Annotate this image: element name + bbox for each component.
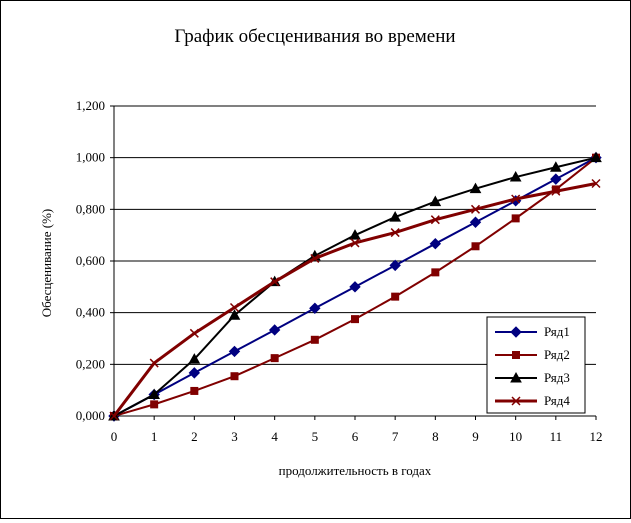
legend-marker-4 — [511, 396, 521, 406]
data-point-s3-11 — [549, 161, 562, 172]
data-point-s1-11 — [550, 173, 562, 185]
y-tick-label-3: 0,600 — [76, 253, 105, 268]
data-point-s3-12 — [590, 151, 602, 163]
data-point-s3-3 — [228, 309, 241, 320]
x-tick-label-11: 11 — [550, 429, 563, 444]
x-tick-label-2: 2 — [191, 429, 198, 444]
data-point-s3-7 — [389, 211, 402, 222]
y-tick-label-6: 1,200 — [76, 98, 105, 113]
x-tick-label-1: 1 — [151, 429, 158, 444]
x-tick-label-10: 10 — [509, 429, 522, 444]
legend-item-1: Ряд1 — [495, 324, 570, 339]
series-1 — [108, 151, 602, 422]
y-axis-title: Обесценивание (%) — [39, 209, 54, 318]
data-series — [108, 151, 602, 422]
data-point-s1-7 — [389, 259, 401, 272]
x-tick-label-8: 8 — [432, 429, 439, 444]
data-point-s2-10 — [511, 214, 520, 223]
y-tick-label-4: 0,800 — [76, 201, 105, 216]
y-tick-label-2: 0,400 — [76, 305, 105, 320]
data-point-s4-3 — [229, 302, 240, 313]
data-point-s2-4 — [270, 354, 279, 363]
data-point-s2-5 — [310, 335, 319, 344]
data-point-s4-1 — [149, 358, 159, 368]
data-point-s4-2 — [189, 328, 199, 338]
data-point-s2-3 — [230, 372, 239, 381]
x-tick-label-5: 5 — [312, 429, 319, 444]
data-point-s2-2 — [190, 386, 199, 395]
data-point-s3-6 — [349, 229, 361, 240]
data-point-s1-6 — [349, 281, 361, 293]
legend-marker-1 — [510, 326, 522, 338]
legend-marker-2 — [512, 351, 520, 359]
chart-title: График обесценивания во времени — [174, 26, 455, 47]
data-point-s1-9 — [469, 216, 482, 228]
series-3 — [108, 151, 602, 421]
data-point-s1-3 — [228, 345, 241, 358]
legend-label-1: Ряд1 — [544, 324, 570, 339]
data-point-s2-6 — [351, 315, 359, 324]
legend-label-2: Ряд2 — [544, 347, 570, 362]
data-point-s4-8 — [430, 215, 440, 225]
data-point-s4-4 — [270, 277, 280, 287]
data-point-s1-2 — [188, 367, 201, 379]
legend: Ряд1 Ряд2 Ряд3 Ряд4 — [486, 316, 586, 414]
data-point-s4-9 — [470, 204, 481, 214]
x-axis-ticks: 0 1 2 3 4 5 6 7 8 9 10 11 12 — [111, 416, 603, 444]
x-tick-label-0: 0 — [111, 429, 118, 444]
data-point-s4-5 — [310, 253, 320, 263]
x-tick-label-6: 6 — [352, 429, 359, 444]
data-point-s3-2 — [188, 353, 201, 364]
data-point-s3-1 — [148, 388, 161, 400]
data-point-s2-7 — [391, 292, 400, 301]
data-point-s4-10 — [511, 194, 521, 204]
data-point-s4-12 — [591, 178, 601, 189]
data-point-s4-6 — [350, 238, 360, 248]
x-tick-label-3: 3 — [231, 429, 238, 444]
grid-lines — [114, 105, 596, 365]
x-tick-label-4: 4 — [271, 429, 278, 444]
legend-label-3: Ряд3 — [544, 370, 570, 385]
y-axis-ticks: 0,000 0,200 0,400 0,600 0,800 1,000 1,200 — [76, 98, 114, 423]
data-point-s3-8 — [429, 195, 442, 207]
x-tick-label-9: 9 — [472, 429, 479, 444]
y-tick-label-1: 0,200 — [76, 356, 105, 371]
x-tick-label-12: 12 — [590, 429, 603, 444]
data-point-s1-4 — [268, 324, 281, 336]
y-tick-label-5: 1,000 — [76, 150, 105, 165]
data-point-s1-8 — [429, 237, 442, 250]
legend-item-3: Ряд3 — [495, 370, 570, 385]
legend-item-4: Ряд4 — [495, 393, 570, 408]
data-point-s2-9 — [471, 242, 480, 251]
legend-marker-3 — [510, 371, 522, 383]
data-point-s3-9 — [469, 182, 482, 194]
series-4 — [109, 178, 601, 421]
data-point-s2-8 — [431, 268, 440, 277]
legend-label-4: Ряд4 — [544, 393, 570, 408]
data-point-s4-7 — [390, 228, 400, 238]
data-point-s4-0 — [109, 411, 119, 421]
x-tick-label-7: 7 — [392, 429, 399, 444]
x-axis-title: продолжительность в годах — [279, 463, 432, 478]
data-point-s3-10 — [509, 171, 522, 182]
data-point-s2-1 — [150, 400, 159, 409]
data-point-s1-5 — [309, 302, 321, 314]
y-tick-label-0: 0,000 — [76, 408, 105, 423]
series-2 — [110, 153, 600, 420]
data-point-s4-11 — [551, 186, 561, 196]
legend-item-2: Ряд2 — [495, 347, 570, 362]
